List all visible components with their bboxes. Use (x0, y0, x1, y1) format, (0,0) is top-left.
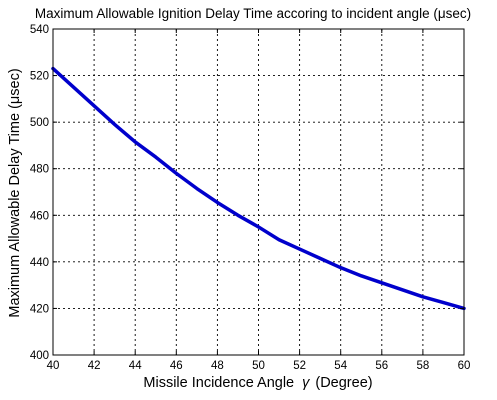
x-tick-label: 44 (129, 360, 142, 372)
plot-frame (52, 28, 465, 356)
y-tick-label: 440 (30, 257, 49, 269)
y-tick-label: 420 (30, 303, 49, 315)
x-tick-label: 60 (458, 360, 471, 372)
grid (53, 29, 464, 355)
x-axis-label: Missile Incidence Angle γ (Degree) (143, 375, 372, 391)
y-tick-label: 480 (30, 164, 49, 176)
x-tick-label: 58 (417, 360, 430, 372)
x-axis-label-symbol: γ (302, 375, 310, 391)
y-tick-label: 460 (30, 210, 49, 222)
y-tick-labels: 400 420 440 460 480 500 520 540 (30, 24, 49, 362)
x-tick-label: 42 (88, 360, 101, 372)
x-tick-labels: 40 42 44 46 48 50 52 54 56 58 60 (47, 360, 471, 372)
x-axis-label-suffix: (Degree) (315, 375, 372, 391)
y-axis-label: Maximum Allowable Delay Time (μsec) (7, 68, 23, 317)
series-line (51, 66, 466, 311)
x-tick-label: 46 (170, 360, 183, 372)
x-tick-label: 50 (252, 360, 265, 372)
x-tick-label: 52 (293, 360, 306, 372)
tick-layer (52, 28, 465, 356)
x-tick-label: 54 (334, 360, 347, 372)
x-tick-label: 56 (375, 360, 388, 372)
y-tick-label: 520 (30, 71, 49, 83)
x-axis-label-prefix: Missile Incidence Angle (143, 375, 294, 391)
y-tick-label: 540 (30, 24, 49, 36)
y-tick-label: 400 (30, 350, 49, 362)
y-tick-label: 500 (30, 117, 49, 129)
chart-title: Maximum Allowable Ignition Delay Time ac… (35, 6, 471, 21)
x-tick-label: 48 (211, 360, 224, 372)
series-layer (51, 66, 466, 311)
x-tick-label: 40 (47, 360, 60, 372)
